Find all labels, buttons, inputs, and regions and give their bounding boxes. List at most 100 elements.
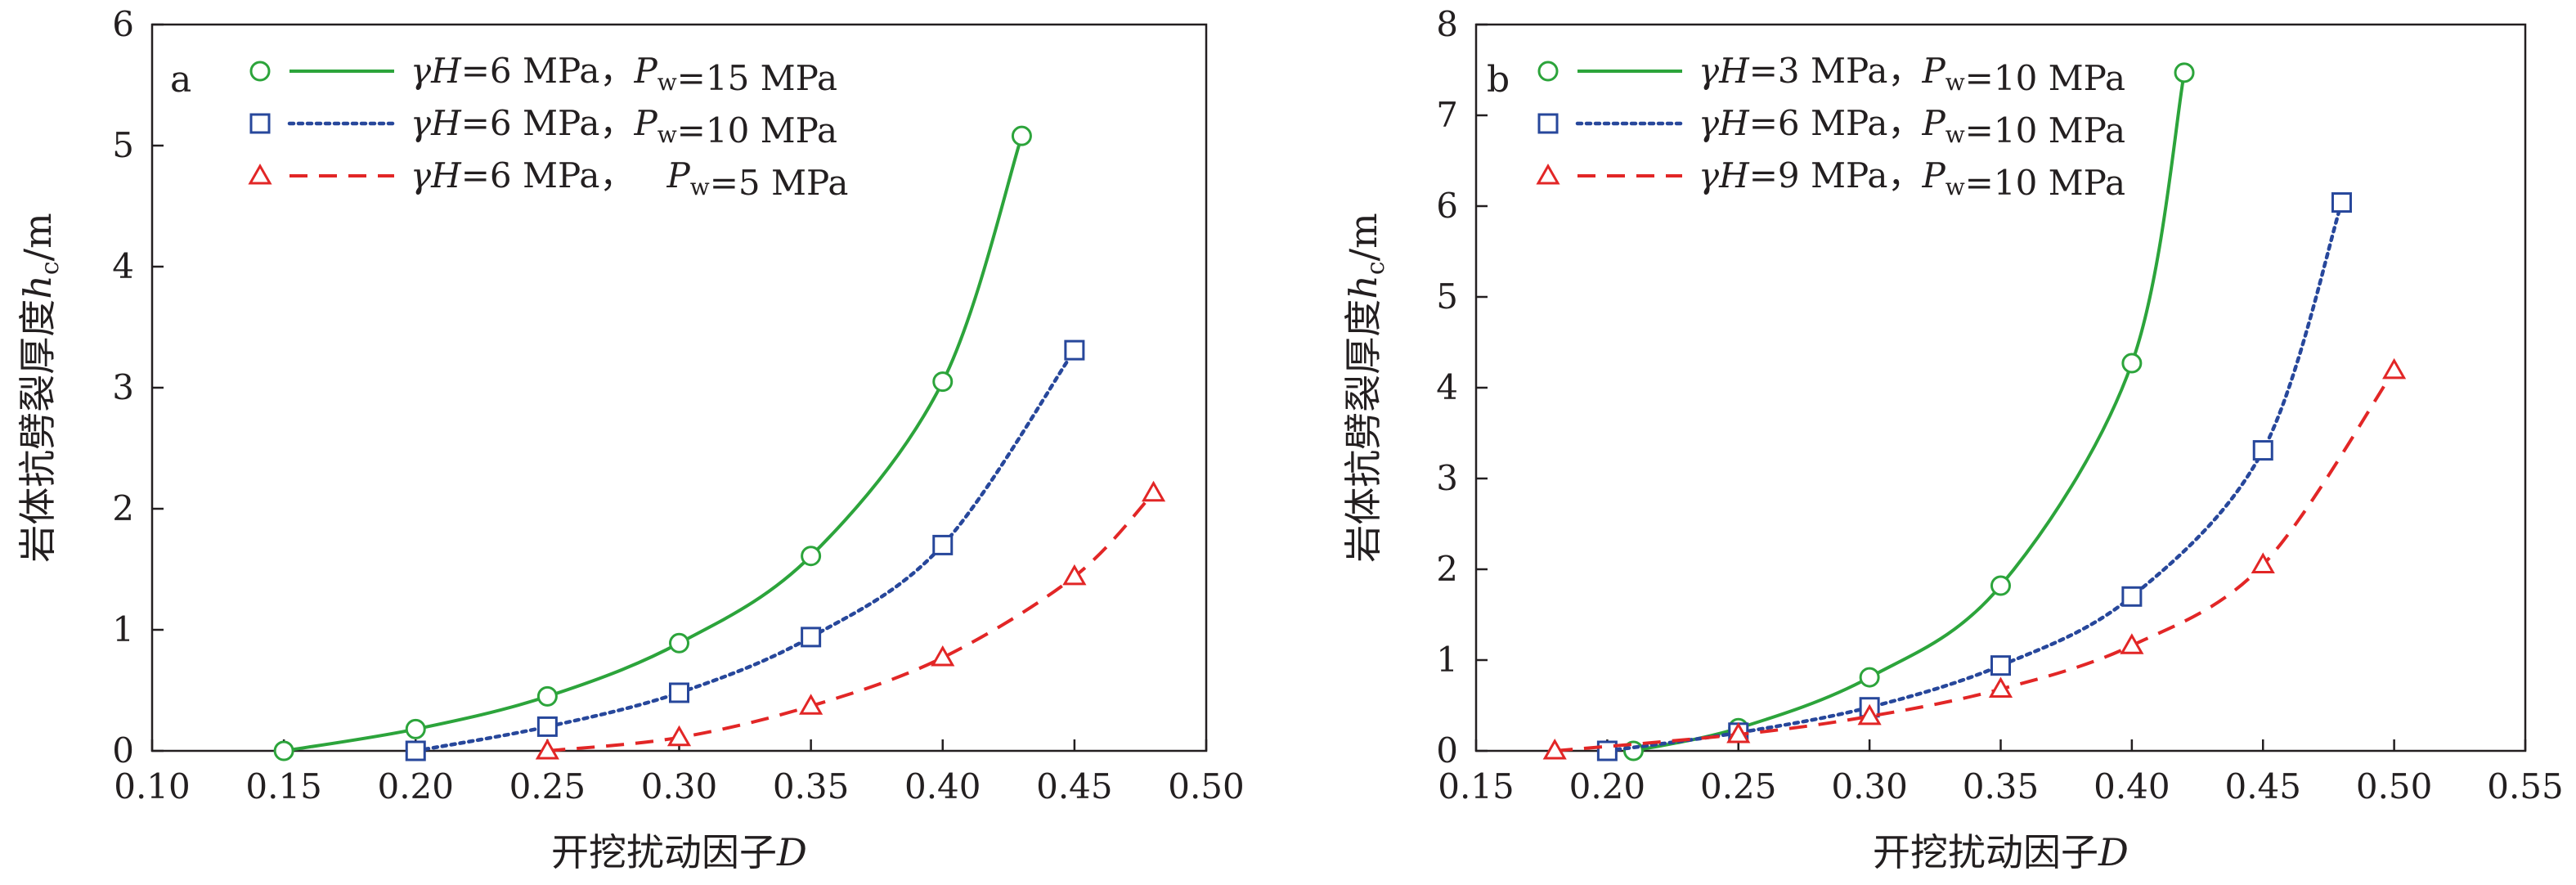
panel-a-series-2-point xyxy=(1064,339,1085,361)
panel-a-x-tick-label: 0.50 xyxy=(1168,766,1245,806)
panel-a-legend-marker xyxy=(249,113,271,134)
panel-b-series-3-point xyxy=(1857,703,1882,726)
panel-b-legend-entry-1: γH=3 MPa，Pw=10 MPa xyxy=(1537,51,2125,98)
panel-a-series-3-point xyxy=(931,645,955,667)
panel-b-y-tick-label: 1 xyxy=(1436,640,1458,680)
panel-b-series-2-point xyxy=(2121,586,2143,607)
panel-a-xlabel: 开挖扰动因子D xyxy=(551,830,807,874)
panel-b-y-tick-label: 6 xyxy=(1436,186,1458,226)
panel-b-y-tick-label: 4 xyxy=(1436,367,1458,407)
panel-b-ylabel: 岩体抗劈裂厚度hc/m xyxy=(1341,213,1390,563)
panel-b-legend-label: γH=6 MPa，Pw=10 MPa xyxy=(1699,103,2125,150)
panel-a-legend-label: γH=6 MPa，Pw=15 MPa xyxy=(411,51,837,98)
panel-a-series-3-point xyxy=(666,725,692,747)
panel-a-y-axis: 0 1 2 3 4 5 6 xyxy=(112,4,164,770)
panel-a-legend-entry-3: γH=6 MPa， Pw=5 MPa xyxy=(248,155,848,203)
panel-a-series-3-line xyxy=(547,492,1155,752)
panel-b-x-tick-label: 0.50 xyxy=(2356,766,2433,806)
panel-b-series-2-point xyxy=(2252,440,2273,461)
panel-a-x-tick-label: 0.40 xyxy=(904,766,981,806)
panel-a-series-2-point xyxy=(801,627,822,648)
panel-b-y-tick-label: 5 xyxy=(1436,276,1458,317)
panel-a-series-3-point xyxy=(1141,480,1166,502)
panel-b-legend-marker xyxy=(1536,163,1560,185)
panel-a-y-tick-label: 6 xyxy=(112,4,134,44)
panel-b-series-3-point xyxy=(1542,738,1567,760)
panel-b-x-tick-label: 0.25 xyxy=(1700,766,1777,806)
panel-a-series-1-point xyxy=(536,685,558,707)
panel-b-series-1-point xyxy=(2121,353,2143,374)
panel-b-series-1-point xyxy=(1990,575,2011,596)
panel-b-legend-entry-3: γH=9 MPa，Pw=10 MPa xyxy=(1536,155,2125,203)
panel-b-y-tick-label: 2 xyxy=(1436,549,1458,589)
panel-a-series-1-point xyxy=(801,546,822,567)
panel-b-series-2 xyxy=(1596,192,2352,761)
panel-a-series-2-point xyxy=(536,716,558,737)
panel-a-ylabel: 岩体抗劈裂厚度hc/m xyxy=(16,213,65,563)
panel-b-series-3 xyxy=(1542,357,2407,760)
panel-b-x-tick-label: 0.15 xyxy=(1438,766,1515,806)
panel-b-x-axis: 0.15 0.20 0.25 0.30 0.35 0.40 0.45 0.50 0.55 xyxy=(1438,739,2564,806)
panel-a-series-3-point xyxy=(535,738,559,760)
panel-a-series-2-line xyxy=(414,348,1077,753)
panel-b-series-3-point xyxy=(1988,676,2013,699)
panel-a-x-tick-label: 0.10 xyxy=(114,766,191,806)
panel-a-panel-label: a xyxy=(170,59,191,101)
panel-a-series-1-line xyxy=(283,135,1024,752)
panel-a-y-tick-label: 4 xyxy=(112,246,134,286)
panel-b-legend-label: γH=9 MPa，Pw=10 MPa xyxy=(1699,155,2125,203)
panel-b-series-3-point xyxy=(2120,633,2144,654)
panel-a-series-1 xyxy=(273,125,1032,761)
panel-a-legend-entry-2: γH=6 MPa，Pw=10 MPa xyxy=(249,103,837,150)
panel-a-x-tick-label: 0.35 xyxy=(773,766,850,806)
panel-a-legend-label: γH=6 MPa，Pw=10 MPa xyxy=(411,103,837,150)
panel-a-legend-entry-1: γH=6 MPa，Pw=15 MPa xyxy=(249,51,837,98)
panel-a-legend-marker xyxy=(248,163,272,185)
panel-b-series-2-line xyxy=(1605,200,2344,753)
panel-a: 0.10 0.15 0.20 0.25 0.30 0.35 0.40 0.45 0.50 0 1 2 3… xyxy=(16,4,1245,874)
panel-a-series-1-point xyxy=(405,718,426,739)
panel-b-series-1-point xyxy=(2174,62,2195,83)
panel-a-series-2-point xyxy=(405,740,426,761)
panel-b-legend-entry-2: γH=6 MPa，Pw=10 MPa xyxy=(1537,103,2125,150)
panel-a-x-tick-label: 0.30 xyxy=(641,766,718,806)
panel-b-x-tick-label: 0.55 xyxy=(2487,766,2564,806)
panel-b-y-tick-label: 8 xyxy=(1436,4,1458,44)
panel-a-series-1-point xyxy=(669,632,689,654)
panel-b-y-axis: 0 1 2 3 4 5 6 7 8 xyxy=(1436,4,1488,770)
panel-a-y-tick-label: 3 xyxy=(112,367,134,407)
panel-a-x-tick-label: 0.45 xyxy=(1036,766,1113,806)
panel-a-legend-label: γH=6 MPa， Pw=5 MPa xyxy=(411,155,848,203)
panel-a-x-tick-label: 0.25 xyxy=(509,766,586,806)
panel-b-x-tick-label: 0.30 xyxy=(1831,766,1908,806)
panel-b-x-tick-label: 0.40 xyxy=(2094,766,2170,806)
panel-a-y-tick-label: 1 xyxy=(112,609,134,649)
panel-b-y-tick-label: 3 xyxy=(1436,458,1458,498)
panel-a-y-tick-label: 5 xyxy=(112,125,134,165)
panel-b-series-3-line xyxy=(1555,369,2396,752)
panel-b-x-tick-label: 0.35 xyxy=(1963,766,2040,806)
panel-a-series-2-point xyxy=(669,682,689,703)
panel-b-x-tick-label: 0.20 xyxy=(1569,766,1646,806)
panel-a-y-tick-label: 2 xyxy=(112,488,134,528)
panel-b-legend-label: γH=3 MPa，Pw=10 MPa xyxy=(1699,51,2125,98)
panel-a-series-1-point xyxy=(1011,125,1032,146)
panel-b-xlabel: 开挖扰动因子D xyxy=(1873,830,2129,874)
panel-b-y-tick-label: 7 xyxy=(1436,95,1458,135)
panel-b-series-3-point xyxy=(2382,357,2407,380)
panel-a-series-3 xyxy=(535,480,1166,760)
panel-a-series-3-point xyxy=(799,694,824,715)
panel-b-series-3-point xyxy=(1726,721,1751,743)
panel-b-series-2-point xyxy=(1596,740,1618,761)
panel-a-series-1-point xyxy=(273,740,294,761)
panel-b-series-2-point xyxy=(1990,655,2011,676)
panel-b-legend-marker xyxy=(1537,61,1559,82)
panel-b-legend-marker xyxy=(1537,113,1559,134)
panel-b-x-tick-label: 0.45 xyxy=(2224,766,2301,806)
panel-a-legend-marker xyxy=(249,61,271,82)
panel-a-x-axis: 0.10 0.15 0.20 0.25 0.30 0.35 0.40 0.45 0.50 xyxy=(114,739,1245,806)
panel-a-x-tick-label: 0.15 xyxy=(245,766,322,806)
panel-a-y-tick-label: 0 xyxy=(112,730,134,770)
